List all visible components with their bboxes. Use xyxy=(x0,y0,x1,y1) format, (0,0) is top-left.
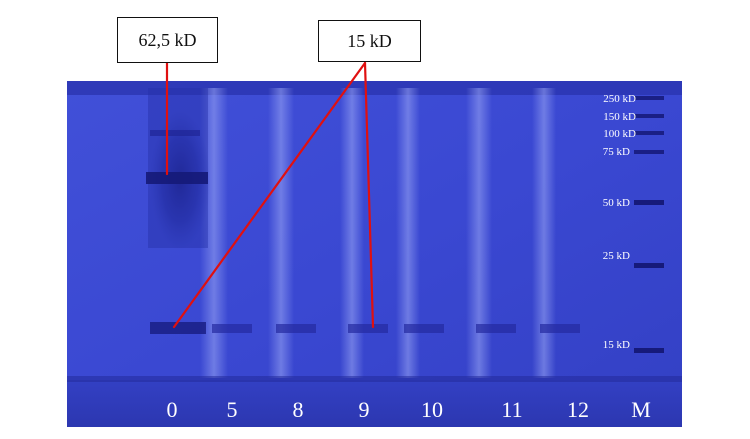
lane-0-band-62 xyxy=(146,172,208,184)
marker-band-25 xyxy=(634,263,664,268)
dye-front xyxy=(67,376,682,382)
band-15-lane-0 xyxy=(150,322,206,334)
marker-label-100: 100 kD xyxy=(603,128,636,140)
lane-streak-8 xyxy=(268,88,294,378)
lane-streak-10 xyxy=(396,88,420,378)
band-15-lane-5 xyxy=(212,324,252,333)
lane-label-9: 9 xyxy=(359,397,370,422)
lane-label-10: 10 xyxy=(421,397,443,422)
marker-label-50: 50 kD xyxy=(603,197,630,209)
lane-label-5: 5 xyxy=(227,397,238,422)
lane-streak-9 xyxy=(340,88,364,378)
lane-streak-12 xyxy=(532,88,556,378)
lane-label-0: 0 xyxy=(167,397,178,422)
lane-label-11: 11 xyxy=(501,397,522,422)
marker-band-150 xyxy=(634,114,664,118)
marker-label-250: 250 kD xyxy=(603,93,636,105)
lane-streak-11 xyxy=(466,88,492,378)
marker-label-150: 150 kD xyxy=(603,111,636,123)
band-15-lane-8 xyxy=(276,324,316,333)
lane-0-column xyxy=(148,88,208,248)
annotation-line-15-lane0 xyxy=(172,61,367,329)
callout-62-5-kd: 62,5 kD xyxy=(117,17,218,63)
annotation-line-15-lane9 xyxy=(363,61,375,329)
callout-15-kd: 15 kD xyxy=(318,20,421,62)
lane-0-band-upper xyxy=(150,130,200,136)
marker-band-100 xyxy=(634,131,664,135)
lane-label-M: M xyxy=(631,397,651,422)
marker-label-75: 75 kD xyxy=(603,146,630,158)
band-15-lane-11 xyxy=(476,324,516,333)
marker-band-250 xyxy=(634,96,664,100)
marker-band-15 xyxy=(634,348,664,353)
marker-label-15: 15 kD xyxy=(603,339,630,351)
marker-label-25: 25 kD xyxy=(603,250,630,262)
band-15-lane-10 xyxy=(404,324,444,333)
lane-label-12: 12 xyxy=(567,397,589,422)
gel-lower-strip xyxy=(67,380,682,427)
marker-band-75 xyxy=(634,150,664,154)
lane-label-8: 8 xyxy=(293,397,304,422)
band-15-lane-9 xyxy=(348,324,388,333)
band-15-lane-12 xyxy=(540,324,580,333)
marker-band-50 xyxy=(634,200,664,205)
